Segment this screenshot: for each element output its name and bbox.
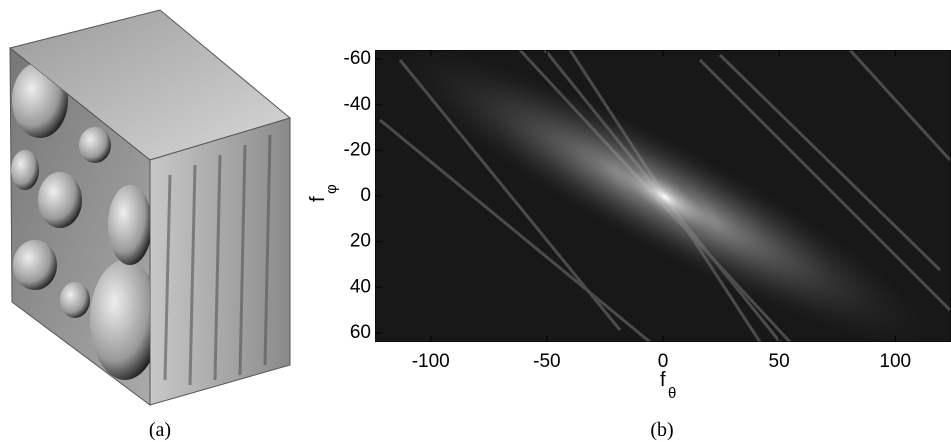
figure: -100-50050100-60-40-200204060 f θ f φ (a… (0, 0, 951, 442)
y-tick-label: -20 (344, 139, 371, 160)
y-label-sub: φ (323, 184, 340, 194)
y-tick-label: 60 (350, 322, 371, 343)
y-tick-label: 40 (350, 276, 371, 297)
x-tick-label: -100 (412, 351, 450, 372)
caption-a: (a) (149, 419, 171, 441)
x-tick-label: 50 (769, 351, 790, 372)
spectrum-image (374, 8, 951, 387)
y-tick-label: 20 (350, 231, 371, 252)
x-tick-label: -50 (533, 351, 560, 372)
y-tick-label: 0 (360, 185, 371, 206)
y-tick-label: -40 (344, 94, 371, 115)
x-label: f (660, 369, 666, 391)
x-label-sub: θ (668, 385, 676, 402)
x-tick-label: 100 (879, 351, 911, 372)
y-tick-label: -60 (344, 48, 371, 69)
caption-b: (b) (650, 419, 673, 441)
y-label: f (307, 196, 329, 202)
rendered-block (10, 10, 290, 405)
